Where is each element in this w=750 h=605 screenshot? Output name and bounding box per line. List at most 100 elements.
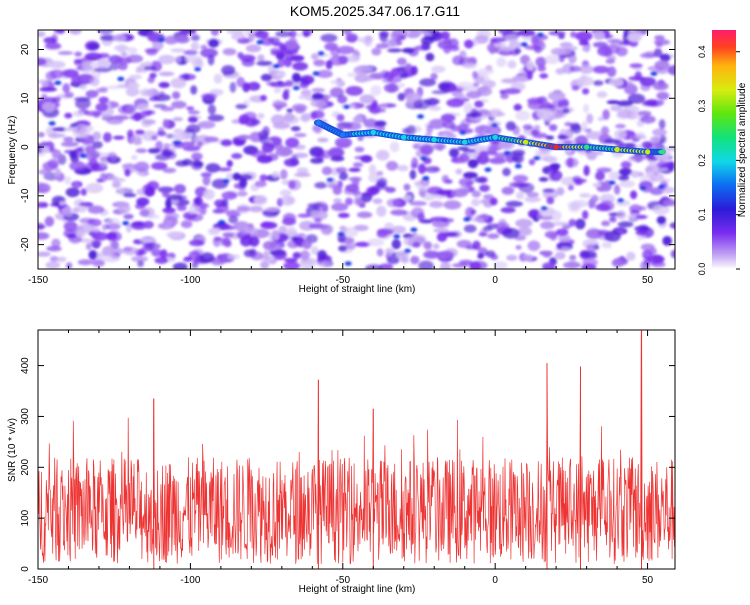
noise-blob [629,63,643,69]
noise-blob [652,254,663,263]
noise-blob [444,179,453,184]
noise-blob [65,262,73,269]
noise-blob [568,218,577,227]
noise-blob [131,255,149,263]
spectrogram-ytick-label: 10 [20,92,31,104]
spectrogram-xtick-label: -50 [336,275,351,286]
noise-blob [360,192,373,203]
noise-blob [92,131,102,141]
noise-blob [601,220,611,227]
noise-blob [390,67,401,77]
noise-blob [542,251,552,258]
noise-blob [161,149,174,157]
noise-blob [41,93,48,101]
noise-blob [286,108,293,113]
noise-blob [381,103,388,109]
noise-blob [580,250,597,258]
noise-blob [548,124,558,132]
noise-blob [432,166,440,172]
noise-blob [216,254,224,260]
noise-blob [512,149,526,156]
noise-blob [313,59,326,67]
noise-blob [462,62,477,69]
noise-peak [420,156,428,161]
noise-blob [597,116,605,122]
noise-blob [517,30,536,37]
snr-xtick-label: 0 [492,575,498,586]
noise-blob [283,56,293,68]
noise-blob [462,148,476,153]
noise-blob [526,191,539,198]
noise-blob [637,110,652,117]
noise-blob [550,163,561,170]
snr-series-line [38,330,675,565]
noise-blob [396,57,407,66]
noise-blob [640,52,657,59]
noise-peak [194,66,202,72]
noise-blob [133,112,142,122]
noise-blob [403,183,411,191]
noise-blob [582,210,589,220]
noise-blob [406,125,416,136]
noise-blob [360,155,373,163]
noise-blob [146,31,161,42]
noise-blob [69,150,78,159]
colorbar: 0.0 0.1 0.2 0.3 0.4 Normalized spectral ampl… [697,30,748,275]
noise-blob [87,218,102,227]
noise-blob [48,60,66,69]
noise-blob [229,81,237,93]
noise-blob [341,226,359,238]
signal-track-point [660,149,666,155]
noise-blob [38,183,51,194]
spectrogram-ytick-label: 0 [20,144,31,150]
noise-peak [173,140,181,146]
noise-blob [417,212,425,222]
noise-blob [658,119,666,130]
noise-blob [443,200,462,210]
noise-blob [596,91,608,98]
noise-blob [535,56,547,67]
noise-blob [314,217,322,223]
noise-blob [127,82,140,90]
noise-blob [618,168,633,176]
noise-blob [143,65,157,71]
noise-blob [108,175,119,181]
noise-blob [378,263,394,269]
noise-blob [582,88,590,95]
noise-blob [425,52,435,62]
noise-peak [343,104,351,110]
snr-peaks [153,331,642,569]
noise-blob [199,206,207,216]
noise-blob [272,99,284,106]
noise-blob [436,232,448,242]
noise-blob [483,194,494,200]
noise-blob [488,145,498,155]
noise-blob [45,261,61,269]
noise-blob [214,237,223,242]
noise-blob [562,107,570,114]
noise-blob [423,250,441,259]
noise-blob [299,220,316,231]
noise-blob [283,258,298,263]
noise-blob [307,203,324,208]
noise-blob [575,218,586,230]
noise-blob [135,129,145,135]
noise-blob [504,35,519,42]
snr-ytick-label: 200 [20,459,31,476]
noise-blob [487,233,500,240]
noise-blob [310,99,327,108]
noise-blob [136,197,150,206]
noise-blob [567,184,574,191]
noise-blob [440,31,450,40]
signal-track-point [431,137,437,143]
spectrogram-xlabel: Height of straight line (km) [299,284,416,295]
noise-blob [301,239,312,250]
noise-peak [540,206,548,211]
noise-blob [112,135,125,140]
noise-blob [442,120,456,129]
noise-blob [193,198,200,204]
noise-blob [225,172,235,181]
noise-blob [310,110,325,120]
noise-blob [559,42,573,48]
